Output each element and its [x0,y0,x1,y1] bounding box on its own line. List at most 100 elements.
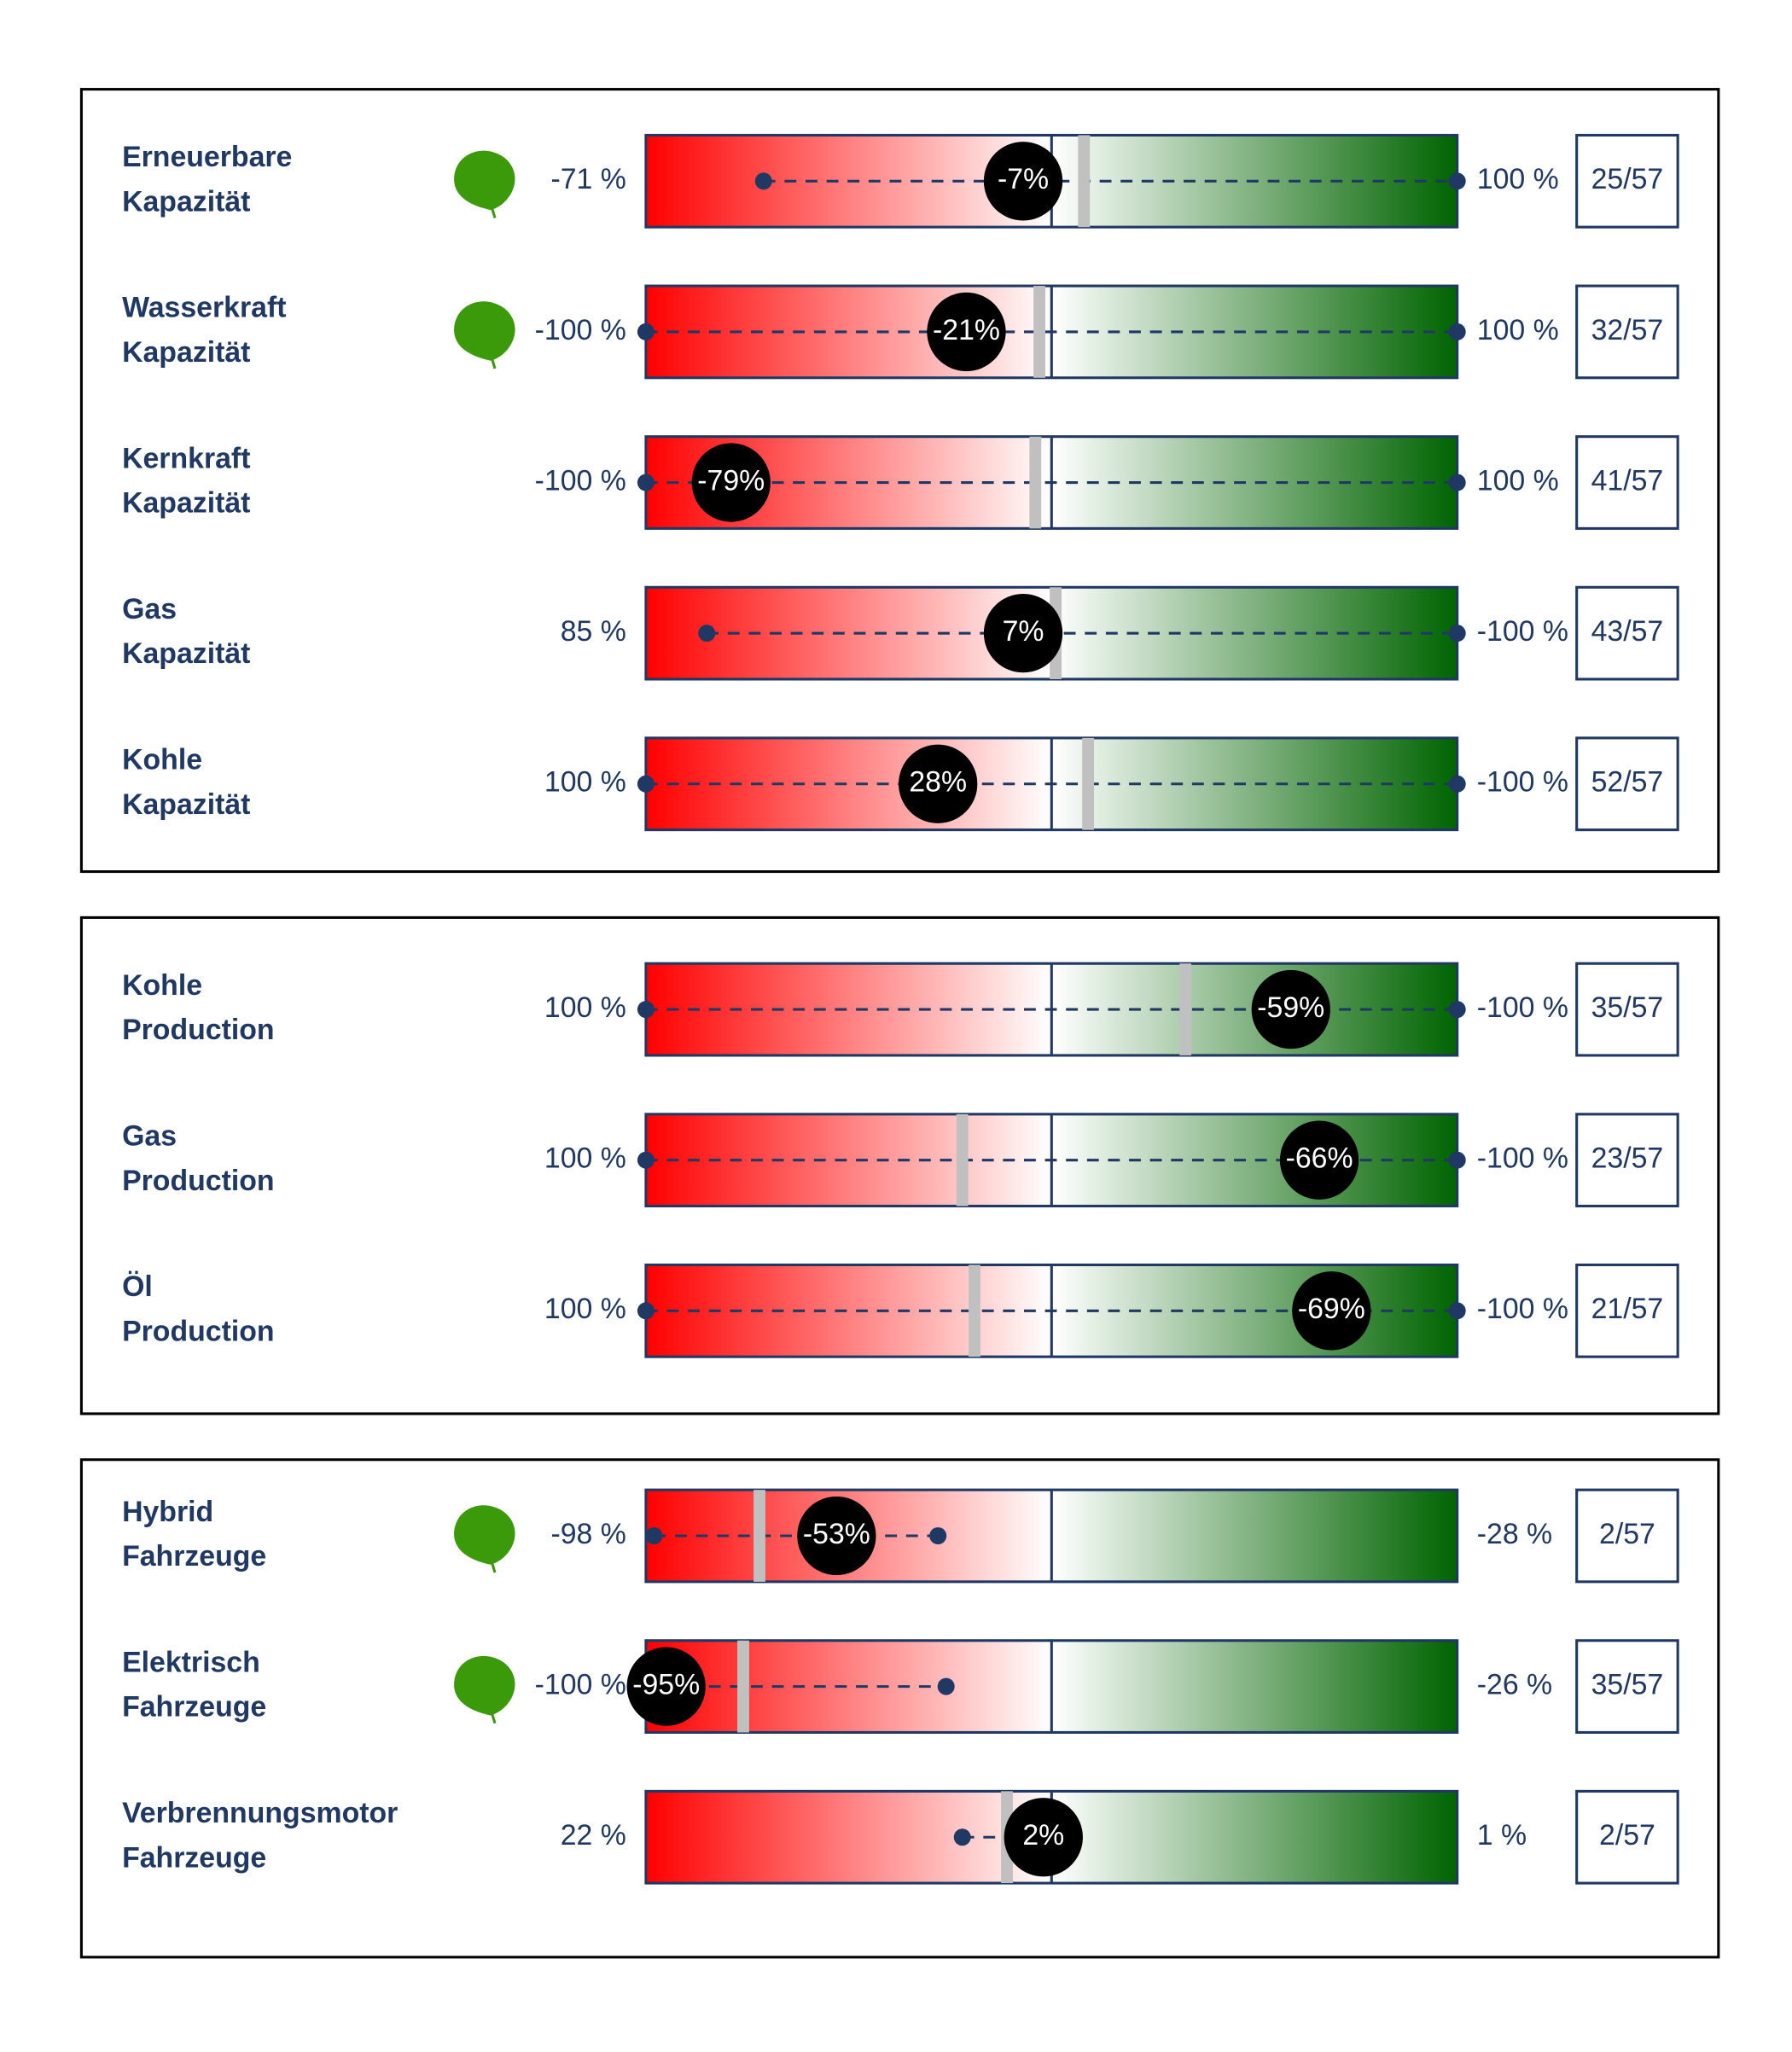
rank: 35/57 [1591,1669,1664,1701]
panel [79,88,1720,874]
min-dot [637,775,655,793]
rank: 52/57 [1591,766,1664,799]
row-name: Production [122,1315,275,1347]
current-label: -7% [998,163,1049,195]
min-label: 100 % [544,1293,626,1325]
current-label: -66% [1286,1142,1353,1175]
current-value [691,443,771,522]
row-name: Hybrid [122,1496,213,1528]
marker [737,1640,749,1733]
leaf-stem [486,1532,497,1573]
min-dot [637,1302,655,1320]
max-label: -100 % [1477,1293,1568,1325]
leaf-icon [454,150,515,218]
current-value [927,292,1006,372]
rank: 41/57 [1591,464,1664,497]
max-dot [1448,474,1466,491]
current-value [626,1647,706,1726]
marker [1082,737,1095,830]
rank: 25/57 [1591,163,1664,195]
bar-green [1051,1791,1457,1884]
rank: 2/57 [1599,1819,1655,1851]
row-name: Fahrzeuge [122,1540,266,1572]
current-value [797,1496,876,1576]
marker [956,1113,969,1206]
current-value [1292,1271,1371,1351]
max-dot [1448,1151,1466,1169]
max-label: -100 % [1477,766,1568,799]
rank: 23/57 [1591,1142,1664,1175]
row-name: Kapazität [122,185,250,218]
min-label: -100 % [535,464,626,497]
panel [79,1458,1720,1959]
leaf-stem [486,178,497,218]
rank-box [1575,133,1679,229]
max-label: -26 % [1477,1669,1552,1701]
leaf-icon [454,1655,515,1724]
rank-box [1575,736,1679,832]
current-label: -69% [1298,1293,1365,1325]
min-dot [754,172,772,190]
rank-box [1575,284,1679,380]
rank: 32/57 [1591,314,1664,346]
marker [1033,286,1045,378]
leaf [454,150,515,211]
max-label: 1 % [1477,1819,1527,1851]
min-dot [637,323,655,340]
max-dot [1448,775,1466,793]
min-label: 100 % [544,766,626,799]
marker [753,1490,765,1582]
row-name: Production [122,1165,275,1197]
row-name: Öl [122,1270,153,1303]
current-value [1004,1798,1083,1877]
rank-box [1575,1113,1679,1208]
max-dot [1448,1302,1466,1320]
row-name: Wasserkraft [122,292,286,324]
max-label: -100 % [1477,615,1568,648]
leaf-icon [454,301,515,369]
current-label: -21% [933,314,1000,346]
min-label: -98 % [550,1518,625,1550]
max-dot [937,1677,955,1695]
rank: 35/57 [1591,991,1664,1024]
current-value [899,744,978,823]
row-name: Kohle [122,744,202,776]
row-name: Gas [122,593,177,625]
max-dot [1448,1001,1466,1019]
min-label: -100 % [535,1669,626,1701]
current-value [983,142,1063,221]
leaf [454,301,515,361]
rank-box [1575,1488,1679,1584]
current-label: 2% [1022,1819,1064,1851]
current-label: -79% [697,464,765,497]
row-name: Kernkraft [122,442,250,474]
row-name: Kapazität [122,788,250,821]
rank-box [1575,1263,1679,1358]
max-label: -100 % [1477,991,1568,1024]
rank: 21/57 [1591,1293,1664,1325]
min-dot [637,474,655,491]
max-label: 100 % [1477,163,1559,195]
max-label: -28 % [1477,1518,1552,1550]
row-name: Production [122,1014,275,1046]
rank: 2/57 [1599,1518,1655,1550]
min-dot [637,1001,655,1019]
row-name: Verbrennungsmotor [122,1797,398,1829]
rank-box [1575,435,1679,530]
rank-box [1575,585,1679,681]
row-name: Fahrzeuge [122,1691,266,1724]
marker [1179,963,1192,1055]
current-label: 7% [1003,615,1044,648]
leaf-stem [486,328,497,369]
row-name: Kohle [122,969,202,1002]
max-label: 100 % [1477,314,1559,346]
current-value [983,594,1063,673]
row-name: Fahrzeuge [122,1841,266,1874]
max-label: -100 % [1477,1142,1568,1175]
current-label: -95% [632,1669,700,1701]
bar-green [1051,1490,1457,1582]
min-label: 100 % [544,991,626,1024]
rank: 43/57 [1591,615,1664,648]
